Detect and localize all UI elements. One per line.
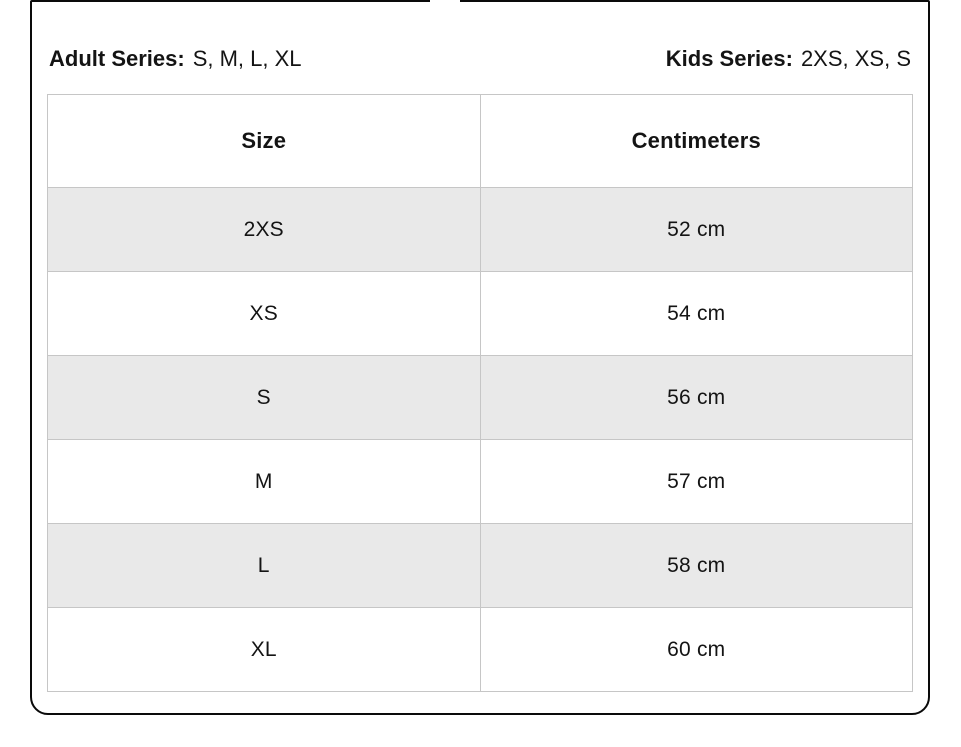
column-header-centimeters: Centimeters [479, 94, 913, 188]
kids-series-label: Kids Series: [665, 46, 793, 71]
size-cell: 2XS [47, 187, 481, 272]
cm-cell: 52 cm [479, 187, 913, 272]
table-row: XS 54 cm [47, 271, 913, 356]
kids-series-values: 2XS, XS, S [800, 46, 911, 71]
callout-notch [430, 0, 460, 4]
table-row: XL 60 cm [47, 607, 913, 692]
adult-series-values: S, M, L, XL [192, 46, 302, 71]
table-row: M 57 cm [47, 439, 913, 524]
size-chart-callout: Adult Series: S, M, L, XL Kids Series: 2XS… [30, 0, 930, 715]
table-row: S 56 cm [47, 355, 913, 440]
size-chart-table: Size Centimeters 2XS 52 cm XS 54 cm S 56… [47, 94, 913, 692]
table-header-row: Size Centimeters [47, 94, 913, 188]
cm-cell: 60 cm [479, 607, 913, 692]
cm-cell: 56 cm [479, 355, 913, 440]
table-row: 2XS 52 cm [47, 187, 913, 272]
kids-series-text: Kids Series: 2XS, XS, S [666, 44, 911, 74]
adult-series-label: Adult Series: [49, 46, 185, 71]
size-cell: XL [47, 607, 481, 692]
cm-cell: 58 cm [479, 523, 913, 608]
table-row: L 58 cm [47, 523, 913, 608]
column-header-size: Size [47, 94, 481, 188]
size-cell: M [47, 439, 481, 524]
cm-cell: 54 cm [479, 271, 913, 356]
size-cell: S [47, 355, 481, 440]
cm-cell: 57 cm [479, 439, 913, 524]
adult-series-text: Adult Series: S, M, L, XL [49, 44, 302, 74]
size-cell: XS [47, 271, 481, 356]
size-cell: L [47, 523, 481, 608]
series-summary-row: Adult Series: S, M, L, XL Kids Series: 2XS… [47, 44, 913, 74]
